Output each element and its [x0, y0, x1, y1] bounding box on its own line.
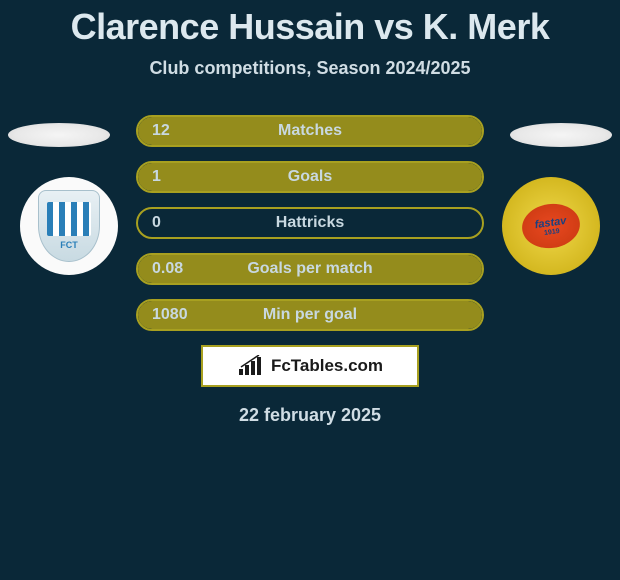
- stat-row: 1080 Min per goal: [136, 299, 484, 331]
- stripes-icon: [47, 202, 91, 236]
- site-name: FcTables.com: [271, 356, 383, 376]
- club-logo-right: fastav 1919: [502, 177, 600, 275]
- club-right-year: 1919: [544, 227, 560, 236]
- date-label: 22 february 2025: [0, 405, 620, 426]
- player-photo-right: [510, 123, 612, 147]
- stat-row: 0.08 Goals per match: [136, 253, 484, 285]
- stat-label: Goals: [288, 168, 332, 186]
- stat-row: 1 Goals: [136, 161, 484, 193]
- stat-label: Matches: [278, 122, 342, 140]
- stat-label: Goals per match: [247, 260, 372, 278]
- stat-label: Hattricks: [276, 214, 344, 232]
- club-left-short: FCT: [60, 240, 78, 250]
- player-photo-left: [8, 123, 110, 147]
- stat-value-left: 1080: [152, 306, 198, 324]
- chart-icon: [237, 355, 265, 377]
- stat-value-left: 0: [152, 214, 198, 232]
- page-subtitle: Club competitions, Season 2024/2025: [0, 58, 620, 79]
- shield-icon: FCT: [38, 190, 100, 262]
- site-badge[interactable]: FcTables.com: [201, 345, 419, 387]
- stat-value-left: 12: [152, 122, 198, 140]
- stats-area: FCT fastav 1919 12 Matches 1 Goals 0 Hattrick…: [0, 115, 620, 331]
- stat-value-left: 0.08: [152, 260, 198, 278]
- ball-icon: fastav 1919: [519, 200, 583, 252]
- club-logo-left: FCT: [20, 177, 118, 275]
- stat-value-left: 1: [152, 168, 198, 186]
- stat-label: Min per goal: [263, 306, 357, 324]
- page-title: Clarence Hussain vs K. Merk: [0, 6, 620, 48]
- stat-rows: 12 Matches 1 Goals 0 Hattricks 0.08 Goals per m…: [136, 115, 484, 331]
- stat-row: 12 Matches: [136, 115, 484, 147]
- header: Clarence Hussain vs K. Merk Club competi…: [0, 0, 620, 79]
- stat-row: 0 Hattricks: [136, 207, 484, 239]
